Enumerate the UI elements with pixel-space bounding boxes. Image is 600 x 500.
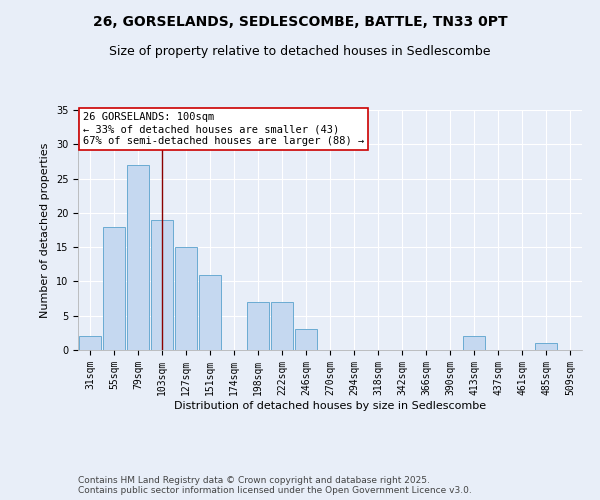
Y-axis label: Number of detached properties: Number of detached properties	[40, 142, 50, 318]
Bar	[127, 165, 149, 350]
Text: Size of property relative to detached houses in Sedlescombe: Size of property relative to detached ho…	[109, 45, 491, 58]
Text: 26, GORSELANDS, SEDLESCOMBE, BATTLE, TN33 0PT: 26, GORSELANDS, SEDLESCOMBE, BATTLE, TN3…	[92, 15, 508, 29]
Text: Contains HM Land Registry data © Crown copyright and database right 2025.
Contai: Contains HM Land Registry data © Crown c…	[78, 476, 472, 495]
Bar	[295, 330, 317, 350]
Bar	[247, 302, 269, 350]
Bar	[535, 343, 557, 350]
Bar	[463, 336, 485, 350]
Bar	[175, 247, 197, 350]
Bar	[103, 226, 125, 350]
Bar	[79, 336, 101, 350]
Bar	[271, 302, 293, 350]
Bar	[199, 274, 221, 350]
Text: 26 GORSELANDS: 100sqm
← 33% of detached houses are smaller (43)
67% of semi-deta: 26 GORSELANDS: 100sqm ← 33% of detached …	[83, 112, 364, 146]
X-axis label: Distribution of detached houses by size in Sedlescombe: Distribution of detached houses by size …	[174, 400, 486, 410]
Bar	[151, 220, 173, 350]
